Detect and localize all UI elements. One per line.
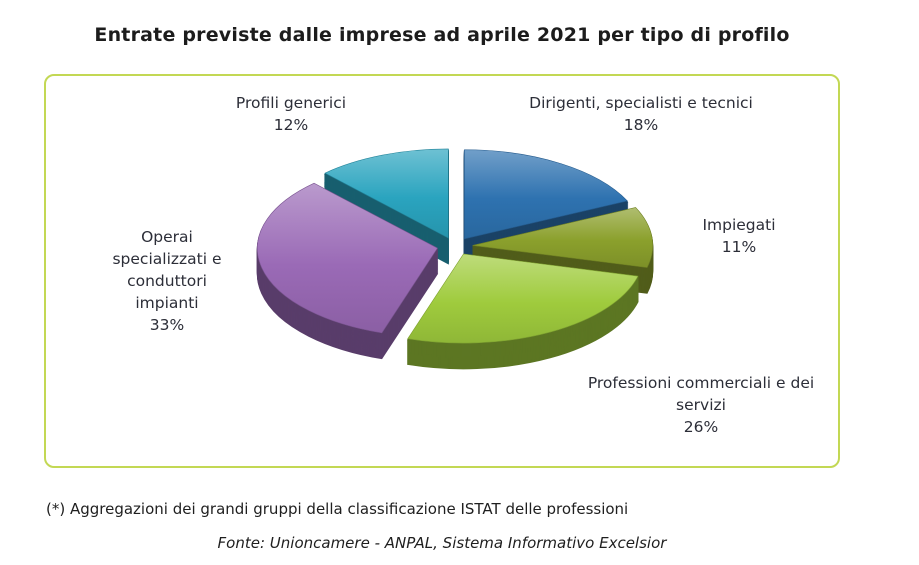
pie-chart-3d [256,148,654,370]
slice-percent: 11% [721,238,757,256]
slice-name: Impiegati [702,216,776,234]
slice-name: Operai specializzati e conduttori impian… [112,228,222,312]
slice-name: Dirigenti, specialisti e tecnici [529,94,753,112]
pie-slice-label-professioni-commerciali: Professioni commerciali e dei servizi 26… [576,372,826,438]
slice-percent: 33% [149,316,185,334]
pie-slice-label-impiegati: Impiegati 11% [674,214,804,258]
slice-name: Professioni commerciali e dei servizi [587,374,815,414]
pie-slice-label-operai: Operai specializzati e conduttori impian… [94,226,240,336]
slice-percent: 26% [683,418,719,436]
chart-panel: Profili generici 12% Dirigenti, speciali… [44,74,840,468]
source-line: Fonte: Unioncamere - ANPAL, Sistema Info… [217,534,667,552]
slice-percent: 18% [623,116,659,134]
slice-percent: 12% [273,116,309,134]
footnote: (*) Aggregazioni dei grandi gruppi della… [46,500,629,518]
pie-slice-label-dirigenti: Dirigenti, specialisti e tecnici 18% [526,92,756,136]
slice-name: Profili generici [235,94,347,112]
pie-slice-label-profili-generici: Profili generici 12% [196,92,386,136]
chart-title: Entrate previste dalle imprese ad aprile… [94,24,790,46]
